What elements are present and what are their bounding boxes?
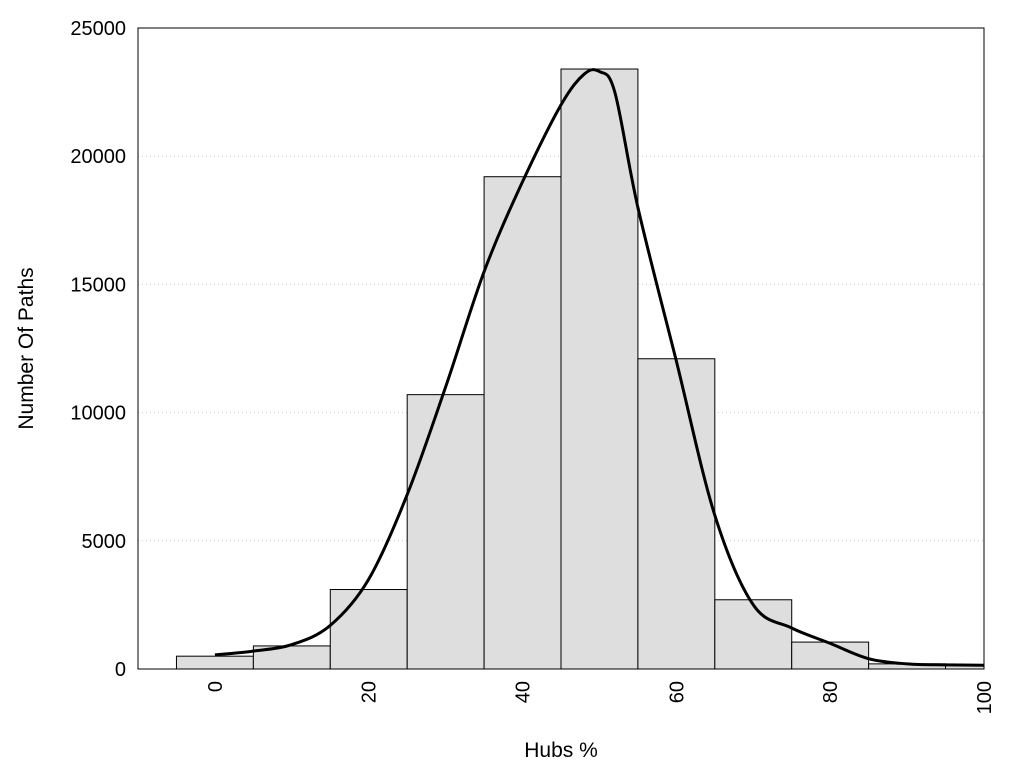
grid-lines: [138, 155, 984, 542]
x-tick-label: 0: [205, 681, 227, 692]
y-tick-label: 20000: [70, 146, 126, 168]
y-axis-title: Number Of Paths: [15, 267, 38, 429]
y-tick-label: 5000: [82, 531, 127, 553]
histogram-bar: [175, 655, 254, 670]
x-tick-label: 60: [666, 681, 688, 703]
y-tick-label: 0: [115, 659, 126, 681]
histogram-bar: [329, 589, 408, 670]
x-axis-ticks: 0 20 40 60 80 100: [205, 681, 996, 714]
x-tick-label: 20: [359, 681, 381, 703]
histogram-bars: [175, 68, 985, 670]
histogram-bar: [637, 358, 716, 670]
y-tick-label: 25000: [70, 18, 126, 40]
histogram-bar: [483, 176, 562, 670]
x-tick-label: 40: [513, 681, 535, 703]
y-axis-ticks: 0 5000 10000 15000 20000 25000: [70, 18, 126, 681]
y-tick-label: 15000: [70, 274, 126, 296]
y-tick-label: 10000: [70, 403, 126, 425]
plot-frame: [137, 27, 985, 670]
x-axis-title: Hubs %: [524, 739, 598, 762]
histogram-bar: [714, 599, 793, 670]
histogram-bar: [560, 68, 639, 670]
x-tick-label: 80: [820, 681, 842, 703]
density-curve: [214, 68, 985, 667]
x-tick-label: 100: [974, 681, 996, 714]
histogram-bar: [406, 394, 485, 670]
